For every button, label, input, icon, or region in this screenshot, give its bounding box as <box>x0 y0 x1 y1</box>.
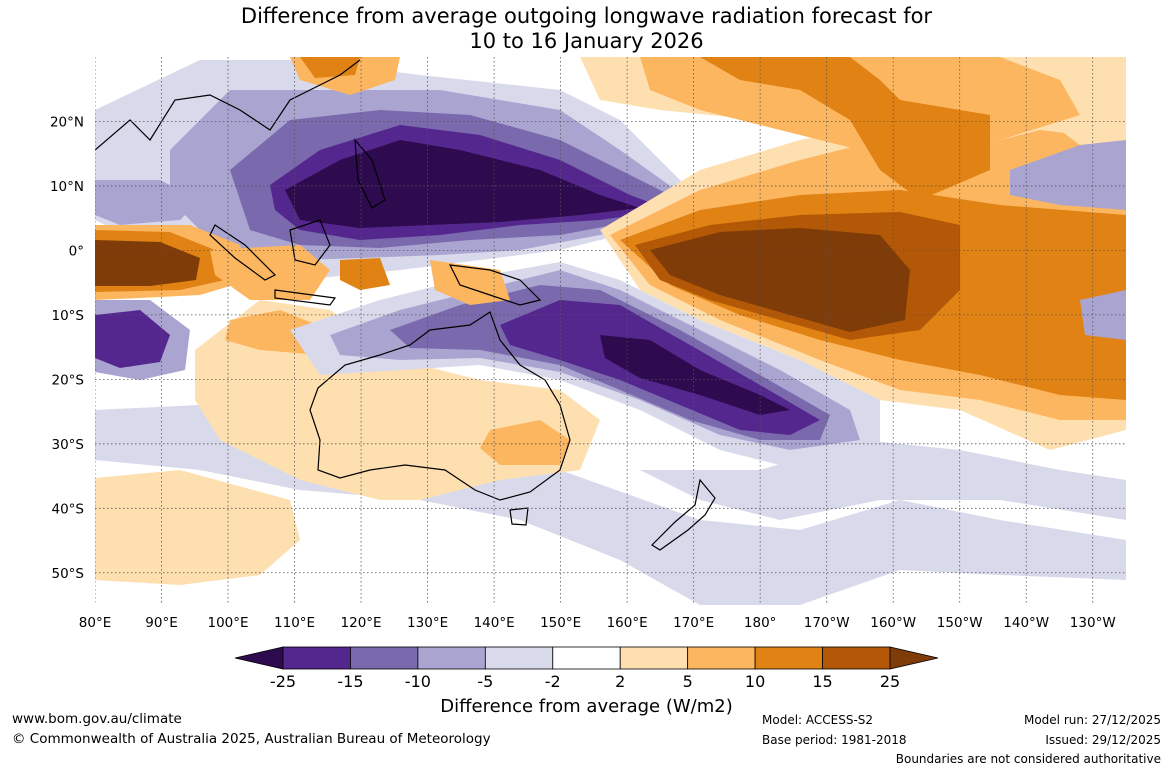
longitude-tick-label: 140°W <box>1003 615 1049 631</box>
title-line-2: 10 to 16 January 2026 <box>469 29 704 53</box>
coastlines <box>95 59 716 551</box>
longitude-tick-label: 120°E <box>341 615 382 631</box>
latitude-tick-label: 50°S <box>52 566 85 582</box>
maritime-positive-3 <box>430 260 510 305</box>
longitude-tick-label: 130°W <box>1070 615 1116 631</box>
borneo-coastline <box>289 219 331 266</box>
longitude-ticks: 80°E 90°E 100°E 110°E 120°E 130°E 140°E 150°E 16… <box>79 615 1116 631</box>
colorbar-tick-label: 25 <box>879 672 901 691</box>
longitude-tick-label: 80°E <box>79 615 111 631</box>
website-link[interactable]: www.bom.gov.au/climate <box>12 711 182 727</box>
philippines-coastline <box>354 138 386 209</box>
longitude-tick-label: 150°W <box>937 615 983 631</box>
colorbar-segment <box>619 646 689 670</box>
longitude-tick-label: 110°E <box>274 615 315 631</box>
longitude-tick-label: 170°E <box>673 615 714 631</box>
sumatra-coastline <box>209 224 277 281</box>
latitude-tick-label: 40°S <box>52 501 85 517</box>
latitude-tick-label: 30°S <box>52 437 85 453</box>
northeast-negative <box>1010 140 1126 210</box>
western-pacific-core <box>285 140 640 228</box>
title-line-1: Difference from average outgoing longwav… <box>240 4 933 28</box>
copyright-text: © Commonwealth of Australia 2025, Austra… <box>12 731 491 747</box>
spcz-core <box>600 335 790 415</box>
longitude-tick-label: 170°W <box>804 615 850 631</box>
southwest-light-positive <box>95 470 300 585</box>
longitude-tick-label: 160°E <box>607 615 648 631</box>
longitude-tick-label: 100°E <box>208 615 249 631</box>
colorbar-segment <box>754 646 823 670</box>
colorbar-segment <box>350 646 419 670</box>
indian-ocean-equatorial-positive <box>95 240 200 286</box>
colorbar-segment <box>417 646 486 670</box>
colorbar-segment <box>687 646 756 670</box>
longitude-tick-label: 180° <box>744 615 777 631</box>
asia-coastline <box>95 59 361 151</box>
colorbar-max-arrow <box>889 646 939 670</box>
model-run: Model run: 27/12/2025 <box>1023 713 1161 727</box>
china-positive <box>300 57 360 78</box>
tasmania-coastline <box>509 507 529 526</box>
latitude-tick-label: 10°N <box>50 179 84 195</box>
colorbar-tick-label: -10 <box>404 672 431 691</box>
maritime-positive-2 <box>340 258 390 290</box>
australia-east-positive <box>480 420 570 465</box>
issued-date: Issued: 29/12/2025 <box>1045 733 1161 747</box>
longitude-tick-label: 90°E <box>145 615 177 631</box>
graticule <box>95 57 1126 605</box>
map-field <box>95 57 1126 605</box>
longitude-tick-label: 130°E <box>407 615 448 631</box>
far-south-light-negative <box>640 440 1126 520</box>
colorbar-tick-label: -15 <box>337 672 364 691</box>
new-zealand-coastline <box>651 478 716 551</box>
longitude-tick-label: 140°E <box>474 615 515 631</box>
latitude-ticks: 20°N 10°N 0° 10°S 20°S 30°S 40°S 50°S <box>50 114 84 581</box>
colorbar-segment <box>282 646 351 670</box>
australia-coastline <box>309 311 571 501</box>
colorbar <box>234 646 939 670</box>
colorbar-tick-label: 15 <box>812 672 833 691</box>
latitude-tick-label: 10°S <box>52 308 85 324</box>
colorbar-min-arrow <box>234 646 284 670</box>
indian-ocean-south-negative <box>95 310 170 368</box>
colorbar-segment <box>484 646 554 670</box>
latitude-tick-label: 20°N <box>50 114 84 130</box>
model-name: Model: ACCESS-S2 <box>762 713 874 727</box>
indian-ocean-north-negative <box>95 180 200 225</box>
north-pacific-medium-positive <box>700 57 990 200</box>
colorbar-segment <box>552 646 621 670</box>
colorbar-tick-label: 2 <box>615 672 626 691</box>
latitude-tick-label: 0° <box>69 243 84 259</box>
base-period: Base period: 1981-2018 <box>762 733 907 747</box>
map-title: Difference from average outgoing longwav… <box>0 4 1173 54</box>
longitude-tick-label: 150°E <box>540 615 581 631</box>
colorbar-tick-label: -25 <box>269 672 297 691</box>
colorbar-tick-label: 10 <box>744 672 766 691</box>
java-coastline <box>274 289 337 306</box>
new-guinea-coastline <box>448 264 542 306</box>
latitude-tick-label: 20°S <box>52 372 85 388</box>
colorbar-segment <box>822 646 891 670</box>
colorbar-tick-label: -2 <box>544 672 561 691</box>
central-pacific-positive <box>650 228 910 332</box>
colorbar-tick-label: -5 <box>477 672 494 691</box>
maritime-positive-1 <box>210 245 330 300</box>
colorbar-title: Difference from average (W/m2) <box>440 696 733 717</box>
longitude-tick-label: 160°W <box>870 615 916 631</box>
colorbar-tick-label: 5 <box>682 672 693 691</box>
boundary-disclaimer: Boundaries are not considered authoritat… <box>895 752 1161 766</box>
